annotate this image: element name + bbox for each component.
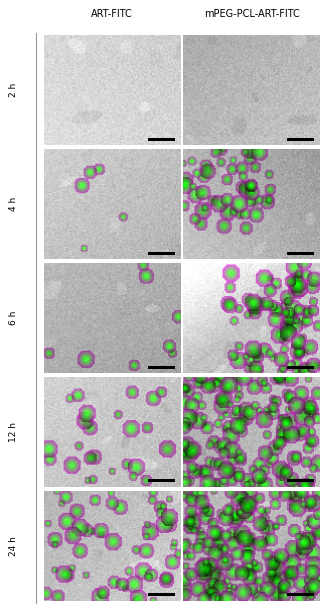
Text: ART-FITC: ART-FITC bbox=[91, 9, 133, 19]
Text: 6 h: 6 h bbox=[8, 311, 18, 325]
Text: 4 h: 4 h bbox=[8, 197, 18, 211]
Text: 24 h: 24 h bbox=[8, 536, 18, 556]
Text: 12 h: 12 h bbox=[8, 422, 18, 442]
Text: mPEG-PCL-ART-FITC: mPEG-PCL-ART-FITC bbox=[204, 9, 300, 19]
Text: 2 h: 2 h bbox=[8, 83, 18, 98]
